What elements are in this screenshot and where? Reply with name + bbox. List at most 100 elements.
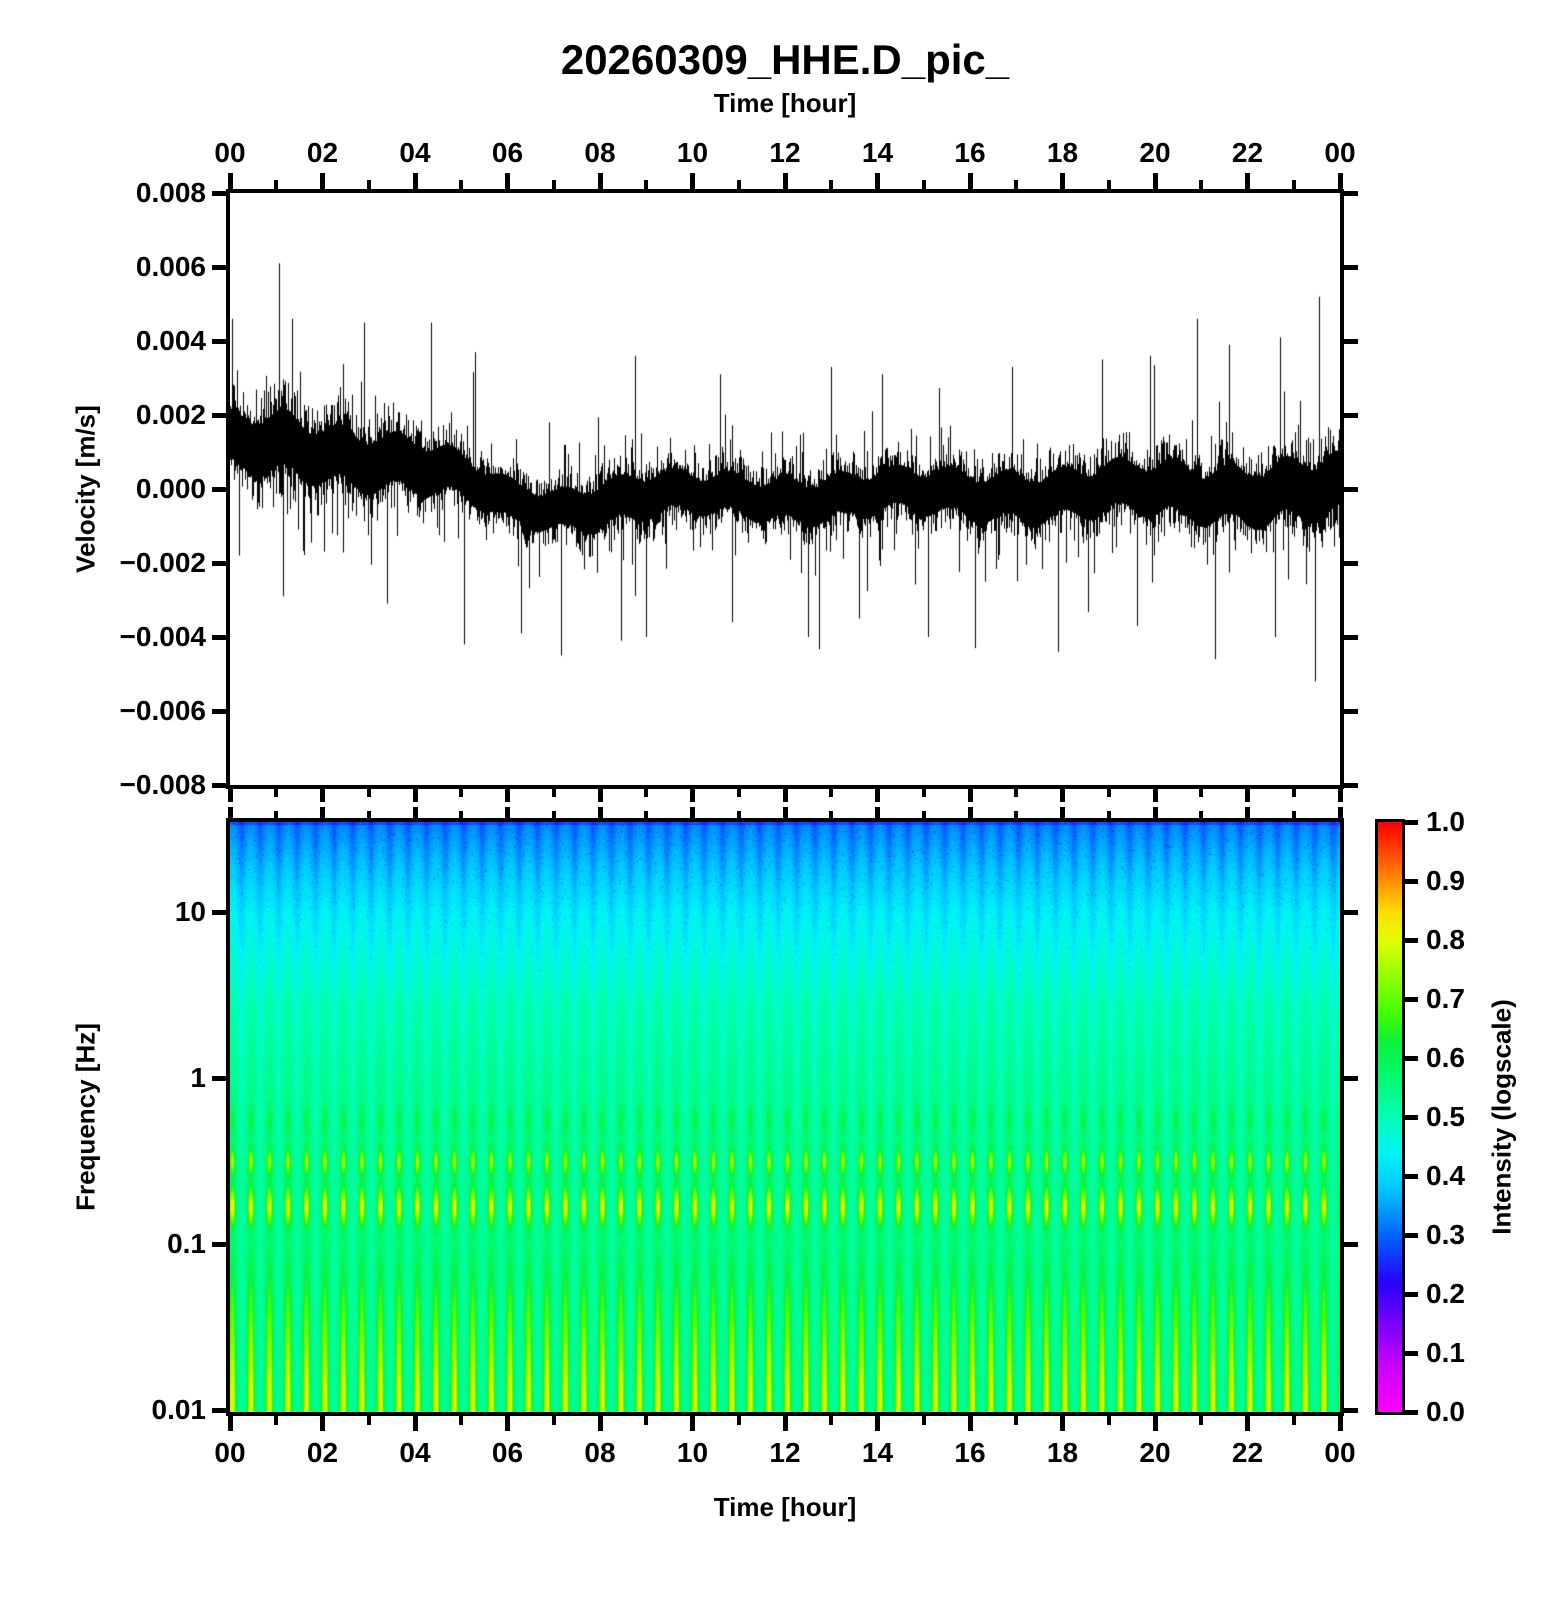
axis-tick bbox=[212, 338, 226, 344]
axis-tick bbox=[1337, 807, 1343, 818]
x-tick-label: 02 bbox=[306, 1437, 339, 1468]
axis-tick bbox=[212, 264, 226, 270]
axis-tick bbox=[1405, 878, 1418, 884]
axis-tick bbox=[212, 1075, 226, 1081]
axis-tick bbox=[644, 1416, 649, 1425]
colorbar-tick-label: 0.4 bbox=[1426, 1160, 1465, 1191]
x-tick-label: 16 bbox=[954, 1437, 986, 1468]
axis-tick bbox=[1344, 708, 1358, 714]
axis-tick bbox=[1014, 789, 1019, 797]
axis-tick bbox=[1405, 1409, 1418, 1415]
axis-tick bbox=[366, 180, 371, 189]
axis-tick bbox=[1014, 180, 1019, 189]
x-tick-label: 18 bbox=[1046, 137, 1079, 168]
top-x-axis-title: Time [hour] bbox=[713, 88, 857, 118]
axis-tick bbox=[1060, 807, 1065, 818]
x-tick-label: 00 bbox=[1324, 137, 1356, 168]
y-tick-label: 0.000 bbox=[135, 473, 206, 504]
axis-tick bbox=[967, 173, 973, 189]
axis-tick bbox=[1152, 173, 1158, 189]
x-tick-label: 10 bbox=[676, 137, 709, 168]
x-tick-label: 22 bbox=[1231, 137, 1264, 168]
axis-tick bbox=[1014, 811, 1019, 818]
axis-tick bbox=[459, 811, 464, 818]
axis-tick bbox=[1152, 789, 1158, 802]
axis-tick bbox=[921, 180, 926, 189]
y-tick-label: 10 bbox=[174, 896, 206, 927]
x-tick-label: 08 bbox=[584, 1437, 616, 1468]
axis-tick bbox=[1344, 782, 1358, 788]
axis-tick bbox=[782, 789, 788, 802]
axis-tick bbox=[1152, 1416, 1158, 1431]
y-tick-label: −0.008 bbox=[119, 769, 206, 800]
axis-tick bbox=[782, 173, 788, 189]
axis-tick bbox=[690, 807, 695, 818]
axis-tick bbox=[212, 486, 226, 492]
x-tick-label: 04 bbox=[399, 1437, 431, 1468]
x-tick-label: 00 bbox=[214, 137, 246, 168]
x-tick-label: 12 bbox=[769, 137, 801, 168]
axis-tick bbox=[366, 1416, 371, 1425]
axis-tick bbox=[1245, 789, 1250, 802]
axis-tick bbox=[829, 789, 834, 797]
axis-tick bbox=[921, 811, 926, 818]
axis-tick bbox=[551, 180, 556, 189]
page-title: 20260309_HHE.D_pic_ bbox=[560, 36, 1010, 83]
axis-tick bbox=[320, 807, 325, 818]
y-tick-label: 0.004 bbox=[135, 325, 206, 356]
axis-tick bbox=[690, 1416, 695, 1431]
axis-tick bbox=[1291, 789, 1296, 797]
axis-tick bbox=[412, 807, 418, 818]
axis-tick bbox=[1337, 789, 1343, 802]
axis-tick bbox=[1245, 807, 1250, 818]
axis-tick bbox=[1291, 1416, 1296, 1425]
x-tick-label: 14 bbox=[861, 137, 894, 168]
axis-tick bbox=[921, 1416, 926, 1425]
axis-tick bbox=[736, 1416, 741, 1425]
axis-tick bbox=[690, 789, 695, 802]
x-tick-label: 18 bbox=[1046, 1437, 1079, 1468]
axis-tick bbox=[551, 811, 556, 818]
colorbar-tick-label: 0.1 bbox=[1426, 1337, 1465, 1368]
axis-tick bbox=[1106, 180, 1111, 189]
axis-tick bbox=[1405, 937, 1418, 943]
axis-tick bbox=[1060, 1416, 1065, 1431]
axis-tick bbox=[212, 412, 226, 418]
axis-tick bbox=[875, 173, 880, 189]
axis-tick bbox=[1106, 789, 1111, 797]
axis-tick bbox=[459, 789, 464, 797]
y-tick-label: −0.004 bbox=[119, 621, 206, 652]
axis-tick bbox=[505, 1416, 510, 1431]
spectrogram-plot bbox=[230, 822, 1340, 1412]
y-tick-label: 0.002 bbox=[135, 399, 206, 430]
y-tick-label: 0.1 bbox=[167, 1228, 206, 1259]
axis-tick bbox=[782, 1416, 788, 1431]
axis-tick bbox=[1106, 811, 1111, 818]
axis-tick bbox=[1060, 173, 1065, 189]
axis-tick bbox=[597, 1416, 603, 1431]
y-tick-label: 0.008 bbox=[135, 177, 206, 208]
axis-tick bbox=[505, 807, 510, 818]
x-tick-label: 00 bbox=[214, 1437, 246, 1468]
axis-tick bbox=[1337, 173, 1343, 189]
y-tick-label: −0.006 bbox=[119, 695, 206, 726]
bottom-x-axis-title: Time [hour] bbox=[713, 1492, 857, 1522]
axis-tick bbox=[875, 789, 880, 802]
axis-tick bbox=[412, 173, 418, 189]
colorbar-tick-label: 0.2 bbox=[1426, 1278, 1465, 1309]
colorbar-tick-label: 0.6 bbox=[1426, 1042, 1465, 1073]
axis-tick bbox=[212, 708, 226, 714]
axis-tick bbox=[967, 789, 973, 802]
axis-tick bbox=[274, 1416, 279, 1425]
axis-tick bbox=[644, 789, 649, 797]
colorbar-tick-label: 0.5 bbox=[1426, 1101, 1465, 1132]
axis-tick bbox=[505, 173, 510, 189]
axis-tick bbox=[227, 1416, 233, 1431]
waveform-panel bbox=[226, 189, 1344, 789]
axis-tick bbox=[212, 909, 226, 915]
axis-tick bbox=[1344, 909, 1358, 915]
axis-tick bbox=[1199, 1416, 1204, 1425]
axis-tick bbox=[1344, 486, 1358, 492]
axis-tick bbox=[1344, 1241, 1358, 1247]
axis-tick bbox=[274, 180, 279, 189]
